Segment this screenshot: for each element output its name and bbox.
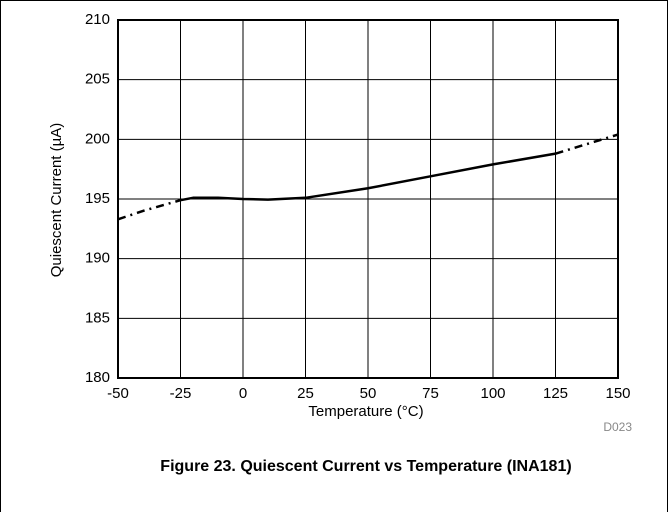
y-tick-label: 180 xyxy=(85,369,110,386)
x-axis-label: Temperature (°C) xyxy=(308,403,423,420)
x-tick-label: -25 xyxy=(170,385,192,402)
data-line xyxy=(117,133,619,221)
y-tick-label: 195 xyxy=(85,190,110,207)
y-tick-label: 210 xyxy=(85,11,110,28)
y-tick-label: 200 xyxy=(85,130,110,147)
x-tick-label: 150 xyxy=(605,385,630,402)
y-tick-label: 205 xyxy=(85,71,110,88)
x-tick-label: 75 xyxy=(422,385,439,402)
plot-frame xyxy=(117,19,619,379)
y-tick-label: 185 xyxy=(85,309,110,326)
y-axis-label: Quiescent Current (µA) xyxy=(48,123,65,278)
x-tick-label: 50 xyxy=(360,385,377,402)
x-tick-label: 25 xyxy=(297,385,314,402)
x-tick-label: -50 xyxy=(107,385,129,402)
x-tick-label: 100 xyxy=(480,385,505,402)
x-tick-label: 125 xyxy=(543,385,568,402)
caption: Figure 23. Quiescent Current vs Temperat… xyxy=(160,458,571,475)
data-line xyxy=(180,152,556,202)
figure-id: D023 xyxy=(603,420,632,434)
x-tick-label: 0 xyxy=(239,385,247,402)
y-tick-label: 190 xyxy=(85,250,110,267)
